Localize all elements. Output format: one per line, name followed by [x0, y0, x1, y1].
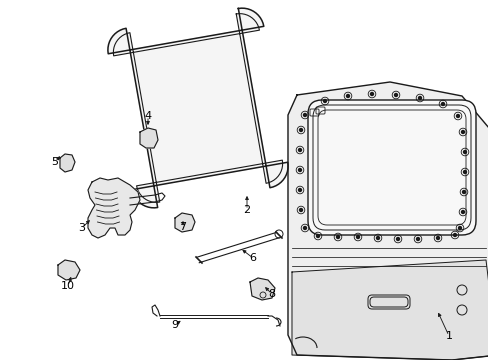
FancyBboxPatch shape — [307, 100, 475, 235]
Polygon shape — [58, 260, 80, 280]
Circle shape — [462, 190, 465, 193]
Circle shape — [323, 99, 326, 103]
Circle shape — [418, 96, 421, 99]
Circle shape — [376, 237, 379, 239]
Circle shape — [396, 238, 399, 240]
Circle shape — [298, 168, 301, 171]
Circle shape — [303, 226, 306, 230]
Polygon shape — [113, 14, 282, 202]
Circle shape — [436, 237, 439, 239]
Text: 6: 6 — [249, 253, 256, 263]
Polygon shape — [108, 8, 287, 208]
Circle shape — [463, 171, 466, 174]
Circle shape — [394, 94, 397, 96]
Circle shape — [336, 235, 339, 238]
Circle shape — [452, 234, 456, 237]
Circle shape — [458, 226, 461, 230]
Circle shape — [456, 114, 459, 117]
Circle shape — [461, 211, 464, 213]
Circle shape — [346, 94, 349, 98]
Circle shape — [298, 148, 301, 152]
Circle shape — [299, 129, 302, 131]
Text: 2: 2 — [243, 205, 250, 215]
Circle shape — [461, 130, 464, 134]
Polygon shape — [291, 260, 488, 360]
Text: 9: 9 — [171, 320, 178, 330]
Circle shape — [303, 113, 306, 117]
Circle shape — [370, 93, 373, 95]
Text: 5: 5 — [51, 157, 59, 167]
Polygon shape — [175, 213, 195, 232]
Text: 7: 7 — [179, 222, 186, 232]
Circle shape — [463, 150, 466, 153]
Text: 3: 3 — [79, 223, 85, 233]
Text: 8: 8 — [268, 289, 275, 299]
Circle shape — [441, 103, 444, 105]
Circle shape — [316, 234, 319, 238]
Circle shape — [298, 189, 301, 192]
Polygon shape — [140, 128, 158, 148]
Polygon shape — [287, 82, 488, 360]
Polygon shape — [60, 154, 75, 172]
Polygon shape — [88, 178, 140, 238]
Circle shape — [299, 208, 302, 211]
Text: 1: 1 — [445, 331, 451, 341]
Circle shape — [416, 238, 419, 240]
Text: 4: 4 — [144, 111, 151, 121]
Text: 10: 10 — [61, 281, 75, 291]
Circle shape — [356, 235, 359, 238]
Polygon shape — [249, 278, 274, 300]
